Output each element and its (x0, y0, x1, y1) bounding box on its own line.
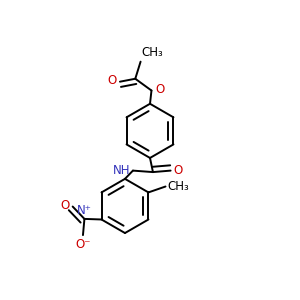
Text: O: O (108, 74, 117, 87)
Text: O: O (61, 199, 70, 212)
Text: O⁻: O⁻ (75, 238, 91, 251)
Text: CH₃: CH₃ (168, 180, 190, 193)
Text: N⁺: N⁺ (77, 204, 92, 218)
Text: O: O (174, 164, 183, 177)
Text: CH₃: CH₃ (142, 46, 164, 59)
Text: O: O (155, 82, 164, 95)
Text: NH: NH (113, 164, 130, 177)
